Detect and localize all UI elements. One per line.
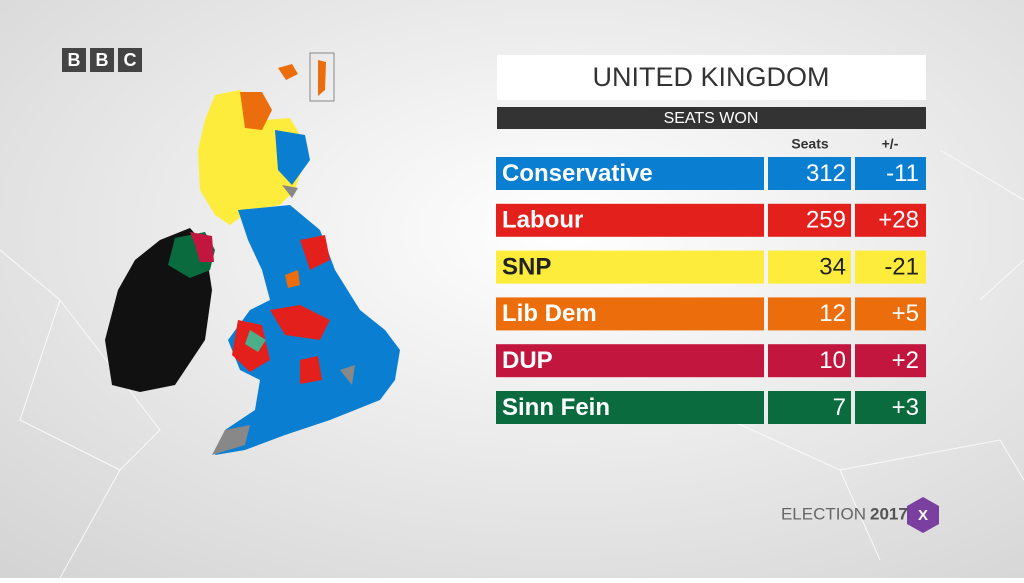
party-cell (496, 344, 764, 378)
seats-cell (768, 203, 851, 237)
party-name: Conservative (502, 160, 653, 187)
party-name: SNP (502, 253, 551, 280)
party-name: Labour (502, 207, 583, 234)
title: UNITED KINGDOM (592, 62, 829, 92)
ld-area (285, 270, 300, 288)
subtitle-bar (497, 107, 926, 129)
party-cell (496, 297, 764, 331)
change: -11 (886, 160, 919, 187)
election-logo-mark: X (918, 507, 928, 524)
seats-cell (768, 391, 851, 424)
shetland-box (309, 52, 335, 102)
party-cell (496, 391, 764, 424)
change: -21 (884, 253, 919, 280)
seats: 7 (833, 394, 846, 421)
seats: 12 (819, 300, 846, 327)
ni-dup (190, 232, 214, 262)
seats: 312 (806, 160, 846, 187)
footer-label: ELECTION (781, 504, 866, 523)
subtitle: SEATS WON (664, 110, 759, 127)
bbc-block (90, 48, 114, 72)
change: +2 (892, 347, 919, 374)
change-cell (855, 157, 926, 190)
column-header: +/- (882, 136, 899, 152)
footer-year: 2017 (870, 504, 908, 523)
results-table: Conservative 312 -11 Labour 259 +28 SNP 34 -21 Li… (496, 157, 926, 424)
seats-cell (768, 250, 851, 284)
bbc-block (118, 48, 142, 72)
islands (278, 60, 326, 96)
seats: 10 (819, 347, 846, 374)
title-box (497, 55, 926, 100)
seats-cell (768, 344, 851, 378)
party-cell (496, 203, 764, 237)
seats-cell (768, 297, 851, 331)
seats: 34 (819, 253, 846, 280)
party-name: Lib Dem (502, 300, 597, 327)
map (105, 52, 400, 455)
change-cell (855, 203, 926, 237)
decor-lines (0, 149, 1024, 579)
seats-cell (768, 157, 851, 190)
change-cell (855, 344, 926, 378)
party-cell (496, 250, 764, 284)
labour-areas (270, 235, 330, 384)
change-cell (855, 391, 926, 424)
change: +5 (892, 300, 919, 327)
change-cell (855, 250, 926, 284)
bbc-letter: C (124, 50, 137, 70)
ne-scotland (275, 130, 310, 185)
election-logo (907, 497, 939, 533)
column-header: Seats (791, 136, 829, 152)
party-name: DUP (502, 347, 553, 374)
change-cell (855, 297, 926, 331)
bbc-letter: B (96, 50, 109, 70)
change: +28 (878, 207, 919, 234)
wales-pc (245, 330, 266, 352)
change: +3 (892, 394, 919, 421)
bbc-block (62, 48, 86, 72)
seats: 259 (806, 207, 846, 234)
party-cell (496, 157, 764, 190)
bbc-letter: B (68, 50, 81, 70)
scotland (198, 90, 308, 225)
party-name: Sinn Fein (502, 394, 610, 421)
highlands-ld (240, 92, 272, 130)
